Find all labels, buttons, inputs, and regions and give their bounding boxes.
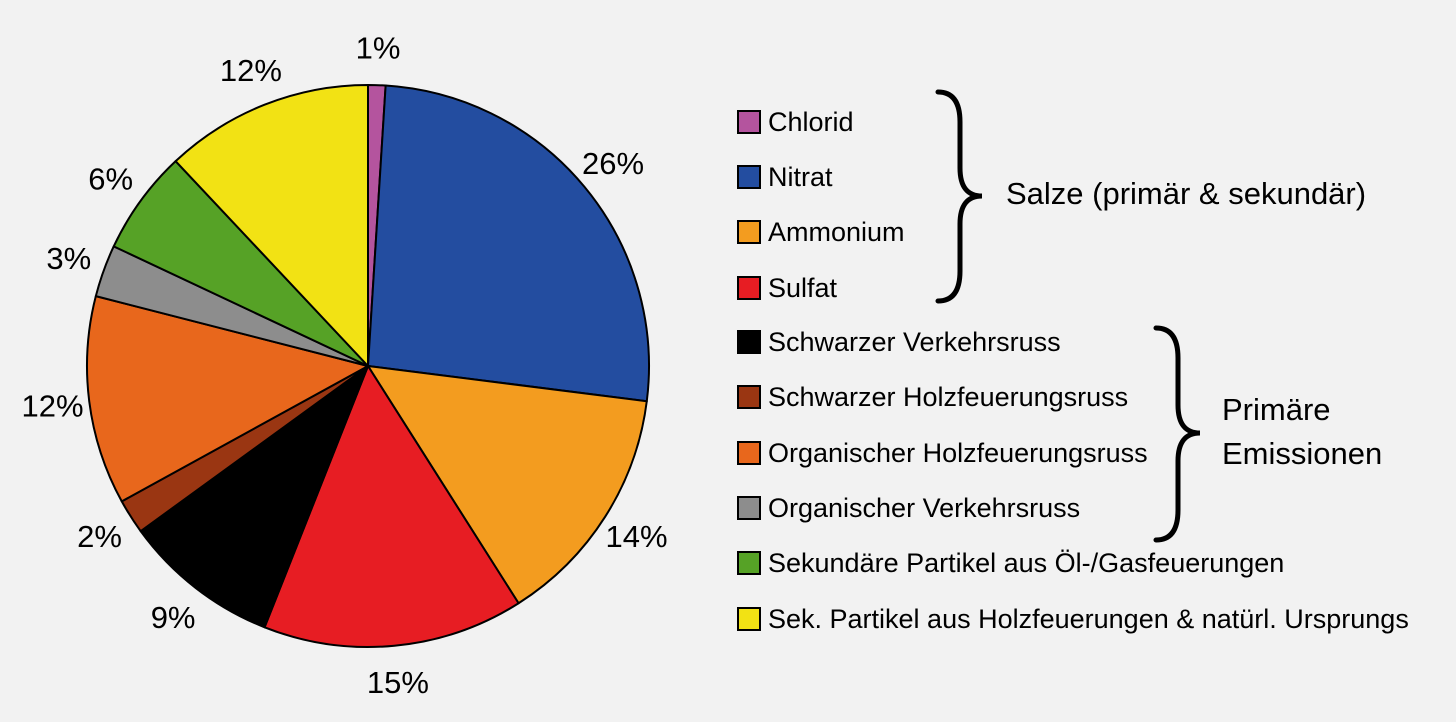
pie-percent-label-0: 1% — [356, 31, 401, 66]
legend-label-sek-partikel-holz-natuerlich: Sek. Partikel aus Holzfeuerungen & natür… — [768, 603, 1409, 634]
legend-swatch-sulfat — [737, 276, 761, 300]
pie-slice-4 — [139, 365, 369, 629]
legend-label-schwarzer-holzfeuerungsruss: Schwarzer Holzfeuerungsruss — [768, 381, 1129, 412]
legend-item-chlorid: Chlorid — [737, 107, 854, 137]
legend-label-organischer-holzfeuerungsruss: Organischer Holzfeuerungsruss — [768, 437, 1148, 468]
pie-percent-label-3: 15% — [367, 665, 429, 700]
legend-item-nitrat: Nitrat — [737, 162, 833, 192]
pie-percent-label-7: 3% — [46, 241, 91, 276]
legend-item-organischer-verkehrsruss: Organischer Verkehrsruss — [737, 493, 1080, 523]
pie-slice-2 — [367, 365, 648, 605]
group-label-primaere: Primäre Emissionen — [1222, 392, 1383, 471]
legend-swatch-ammonium — [737, 220, 761, 244]
legend-item-schwarzer-holzfeuerungsruss: Schwarzer Holzfeuerungsruss — [737, 382, 1128, 412]
pie-percent-label-6: 12% — [21, 388, 83, 423]
legend-label-ammonium: Ammonium — [768, 216, 905, 247]
pie-slice-1 — [367, 84, 650, 403]
pie-slice-3 — [263, 365, 520, 648]
legend-label-chlorid: Chlorid — [768, 106, 854, 137]
legend-swatch-sekundaere-partikel-oel-gas — [737, 551, 761, 575]
legend-label-nitrat: Nitrat — [768, 161, 833, 192]
pie-percent-label-8: 6% — [88, 162, 133, 197]
pie-percent-label-4: 9% — [151, 600, 196, 635]
legend-label-sulfat: Sulfat — [768, 272, 838, 303]
legend: Chlorid Nitrat Ammonium Sulfat Schwarzer… — [737, 0, 1437, 722]
legend-label-sekundaere-partikel-oel-gas: Sekundäre Partikel aus Öl-/Gasfeuerungen — [768, 547, 1285, 578]
legend-item-sulfat: Sulfat — [737, 273, 837, 303]
legend-swatch-schwarzer-holzfeuerungsruss — [737, 385, 761, 409]
pie-slice-9 — [174, 84, 369, 367]
legend-label-organischer-verkehrsruss: Organischer Verkehrsruss — [768, 492, 1081, 523]
legend-swatch-organischer-holzfeuerungsruss — [737, 441, 761, 465]
legend-item-organischer-holzfeuerungsruss: Organischer Holzfeuerungsruss — [737, 438, 1148, 468]
pie-percent-label-9: 12% — [220, 53, 282, 88]
legend-swatch-chlorid — [737, 110, 761, 134]
legend-swatch-sek-partikel-holz-natuerlich — [737, 607, 761, 631]
legend-swatch-schwarzer-verkehrsruss — [737, 330, 761, 354]
legend-item-ammonium: Ammonium — [737, 217, 905, 247]
legend-item-sek-partikel-holz-natuerlich: Sek. Partikel aus Holzfeuerungen & natür… — [737, 604, 1409, 634]
legend-item-schwarzer-verkehrsruss: Schwarzer Verkehrsruss — [737, 327, 1061, 357]
pie-slice-6 — [86, 295, 369, 503]
pie-percent-label-2: 14% — [605, 519, 667, 554]
group-label-salze: Salze (primär & sekundär) — [1006, 176, 1367, 211]
legend-item-sekundaere-partikel-oel-gas: Sekundäre Partikel aus Öl-/Gasfeuerungen — [737, 548, 1284, 578]
legend-swatch-nitrat — [737, 165, 761, 189]
pie-chart: 1% 26% 14% 15% 9% 2% 12% 3% 6% 12% — [21, 31, 667, 700]
pie-percent-label-1: 26% — [582, 146, 644, 181]
legend-label-schwarzer-verkehrsruss: Schwarzer Verkehrsruss — [768, 326, 1061, 357]
pie-percent-label-5: 2% — [77, 519, 122, 554]
legend-swatch-organischer-verkehrsruss — [737, 496, 761, 520]
